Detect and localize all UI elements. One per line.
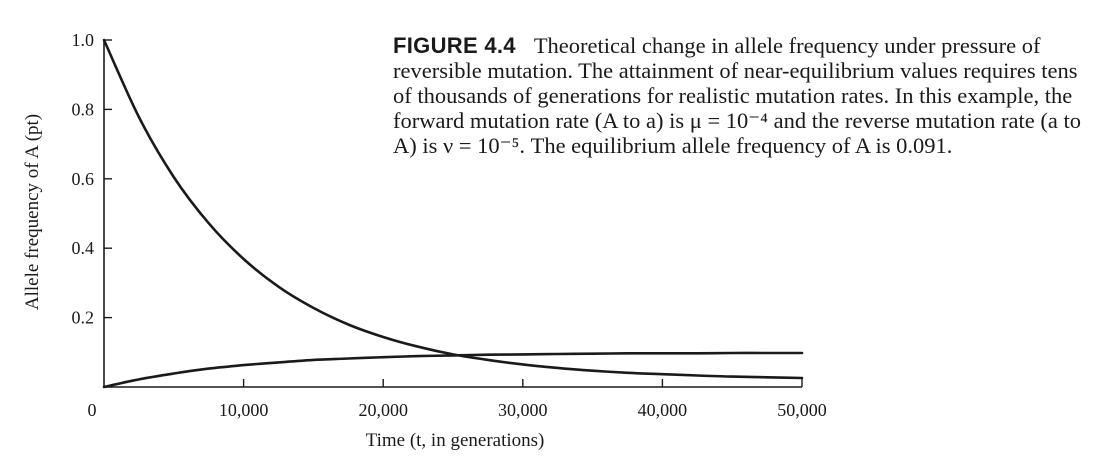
x-tick-label: 30,000 xyxy=(498,400,548,420)
y-tick-label: 0.2 xyxy=(72,308,95,328)
x-axis-ticks: 0 10,000 20,000 30,000 40,000 50,000 xyxy=(88,379,827,420)
figure-caption-text: Theoretical change in allele frequency u… xyxy=(393,33,1081,158)
y-tick-label: 0.8 xyxy=(72,99,95,119)
x-tick-label: 50,000 xyxy=(777,400,827,420)
x-tick-label: 10,000 xyxy=(219,400,269,420)
figure-label: FIGURE 4.4 xyxy=(393,33,516,58)
y-tick-label: 0.6 xyxy=(72,169,95,189)
chart-axes xyxy=(103,40,802,388)
series-line-2 xyxy=(102,351,804,389)
y-axis-ticks: 0.2 0.4 0.6 0.8 1.0 xyxy=(72,30,112,328)
figure-caption: FIGURE 4.4 Theoretical change in allele f… xyxy=(393,33,1083,158)
x-tick-label: 20,000 xyxy=(358,400,408,420)
x-axis-title: Time (t, in generations) xyxy=(366,430,545,451)
series-line-1 xyxy=(102,38,804,380)
y-tick-label: 1.0 xyxy=(72,30,95,50)
x-tick-label: 40,000 xyxy=(638,400,688,420)
x-tick-label: 0 xyxy=(88,400,97,420)
y-axis-title: Allele frequency of A (pt) xyxy=(22,114,43,310)
chart-series xyxy=(102,38,804,389)
y-tick-label: 0.4 xyxy=(72,238,95,258)
